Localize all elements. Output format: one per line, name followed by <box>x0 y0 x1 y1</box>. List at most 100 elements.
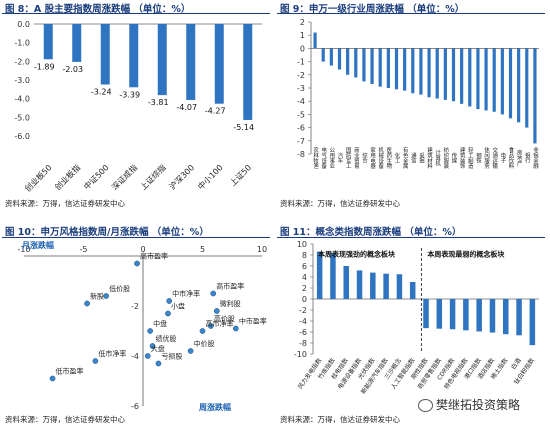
bar <box>157 24 167 96</box>
bar <box>370 48 374 85</box>
x-tick-label: 化工 <box>394 151 401 163</box>
bar <box>436 299 443 329</box>
panel-concept-returns: 图 11：概念类指数周涨跌幅 （单位：%） 10 8 6 4 2 0 -2 -4 -6 -8 -10… <box>275 214 550 428</box>
y-axis-title: 月涨跌幅 <box>21 240 54 250</box>
data-label: -5.14 <box>233 123 254 132</box>
scatter-point <box>134 260 140 267</box>
point-label: 大盘 <box>151 344 165 353</box>
chart-title: 图 10：申万风格指数周/月涨跌幅 （单位：%） <box>5 227 209 238</box>
bar <box>451 48 456 102</box>
bar <box>463 299 469 331</box>
point-label: 微利股 <box>220 299 241 308</box>
y-tick-label: -6 <box>297 124 305 133</box>
bar <box>243 24 253 120</box>
x-tick-label: 综合 <box>361 151 368 164</box>
bar <box>329 48 333 66</box>
x-tick-label: 建筑材料 <box>426 146 433 170</box>
bar <box>476 299 482 332</box>
bar <box>460 48 464 104</box>
index-bar-chart: 0.0 -1.0 -2.0 -3.0 -4.0 -5.0 -6.0 -1.89 创业板50 -2.… <box>14 20 262 194</box>
x-tick-label: 通信 <box>410 151 417 164</box>
x-tick-label: 钢铁 <box>475 151 482 164</box>
annotation-weak: 本周表现最弱的概念板块 <box>426 249 505 258</box>
x-tick-label: 轻工制造 <box>467 146 474 170</box>
y-tick-label: -8 <box>297 150 305 159</box>
x-tick-label: -5 <box>80 245 88 254</box>
bar <box>337 48 342 70</box>
y-tick-label: -2.0 <box>14 57 30 66</box>
x-tick-label: 商业贸易 <box>353 146 360 170</box>
x-tick-label: 国防军工 <box>345 147 352 169</box>
bar <box>100 24 110 85</box>
y-tick-label: 0 <box>302 295 307 304</box>
scatter-point <box>232 325 239 332</box>
point-label: 小盘 <box>171 302 185 311</box>
title-underline <box>2 237 270 239</box>
x-tick-label: 房地产 <box>516 149 523 168</box>
x-tick-label: -10 <box>17 245 30 254</box>
x-tick-label: 休闲服务 <box>483 146 490 170</box>
bar <box>516 299 522 336</box>
y-tick-label: -3 <box>297 84 305 93</box>
scatter-point <box>166 298 173 304</box>
source-note: 资料来源：万得，信达证券研发中心 <box>5 415 125 424</box>
point-label: 中盘 <box>153 319 167 328</box>
y-tick-label: 8 <box>302 251 307 260</box>
point-label: 高市净率 <box>206 319 234 328</box>
bar <box>396 274 403 299</box>
x-tick-label: 机械设备 <box>377 146 384 170</box>
point-label: 高价股 <box>214 314 235 323</box>
y-tick-label: 2 <box>302 284 307 293</box>
x-tick-label: 创业板指 <box>52 162 82 192</box>
data-label: -2.03 <box>62 65 83 74</box>
y-tick-label: -4.0 <box>14 95 30 104</box>
bar <box>370 272 376 299</box>
point-label: 低市净率 <box>98 349 126 358</box>
bar <box>484 48 488 111</box>
scatter-point <box>207 323 214 329</box>
y-tick-label: -4 <box>297 97 305 106</box>
bar <box>423 299 429 329</box>
source-note: 资料来源：万得，信达证券研发中心 <box>280 415 400 424</box>
bar <box>43 24 53 60</box>
chart-title: 图 8：A 股主要指数周涨跌幅 （单位：%） <box>5 4 191 15</box>
bar <box>468 48 472 107</box>
bar <box>517 48 521 123</box>
y-tick-label: -1 <box>297 58 305 67</box>
bar <box>346 48 350 75</box>
scatter-point <box>144 353 151 359</box>
scatter-point <box>103 293 109 299</box>
bar <box>394 48 399 90</box>
x-tick-label: 白酒 <box>509 357 522 371</box>
x-tick-label: 纺织服装 <box>442 146 449 170</box>
y-tick-label: 2 <box>300 18 305 27</box>
bar <box>354 48 358 78</box>
bar <box>343 266 349 299</box>
scatter-point <box>155 360 162 367</box>
x-tick-label: 汽车 <box>337 151 344 164</box>
x-tick-label: 0 <box>140 245 145 254</box>
x-tick-label: 有色金属 <box>402 146 409 170</box>
bar <box>214 24 224 104</box>
scatter-point <box>187 348 194 354</box>
y-tick-label: -6 <box>299 328 307 337</box>
x-tick-label: 计算机 <box>434 149 441 168</box>
y-tick-label: -2 <box>131 302 139 311</box>
source-note: 资料来源：万得，信达证券研发中心 <box>280 199 400 208</box>
scatter-point <box>92 358 99 364</box>
y-tick-label: -4 <box>131 352 139 361</box>
bar <box>72 24 82 62</box>
bar <box>503 299 509 335</box>
x-tick-label: 中小100 <box>195 162 224 191</box>
x-tick-label: 农林牧渔 <box>312 146 319 170</box>
x-tick-label: 电子 <box>499 151 506 163</box>
bar <box>443 48 447 100</box>
chart-title: 图 9：申万一级行业周涨跌幅 （单位：%） <box>280 4 465 15</box>
bar <box>129 24 139 88</box>
x-tick-label: 中证500 <box>81 162 110 191</box>
y-tick-label: -6.0 <box>14 132 30 141</box>
style-scatter-chart: -10 -5 0 5 10-2-4-6月涨跌幅周涨跌幅高市盈率高市盈率中市净率小盘新股低… <box>17 240 267 412</box>
bar <box>489 299 496 333</box>
x-tick-label: 10 <box>257 245 267 254</box>
x-tick-label: 电气设备 <box>320 146 327 170</box>
